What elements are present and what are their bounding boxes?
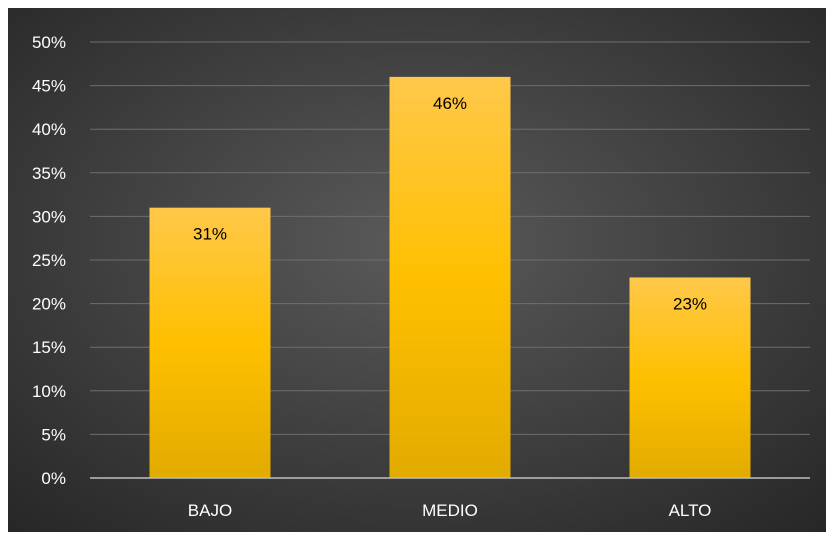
- bar-medio: [389, 76, 511, 478]
- x-tick-label: ALTO: [669, 501, 712, 520]
- y-tick-label: 35%: [32, 164, 66, 183]
- y-tick-label: 25%: [32, 251, 66, 270]
- y-tick-label: 10%: [32, 382, 66, 401]
- data-label: 23%: [673, 294, 707, 313]
- y-tick-label: 0%: [41, 469, 66, 488]
- x-tick-label: BAJO: [188, 501, 232, 520]
- y-tick-label: 40%: [32, 120, 66, 139]
- bar-bajo: [149, 207, 271, 478]
- bars: [149, 76, 751, 478]
- data-label: 46%: [433, 94, 467, 113]
- y-tick-label: 30%: [32, 207, 66, 226]
- y-tick-label: 20%: [32, 295, 66, 314]
- data-labels: 31% 46% 23%: [193, 94, 707, 314]
- data-label: 31%: [193, 225, 227, 244]
- y-axis-tick-labels: 0% 5% 10% 15% 20% 25% 30% 35% 40% 45% 50%: [32, 33, 66, 488]
- bar-chart: 0% 5% 10% 15% 20% 25% 30% 35% 40% 45% 50% 31% 46% 23…: [8, 8, 826, 532]
- y-tick-label: 5%: [41, 425, 66, 444]
- y-tick-label: 50%: [32, 33, 66, 52]
- y-tick-label: 15%: [32, 338, 66, 357]
- y-tick-label: 45%: [32, 77, 66, 96]
- x-axis-tick-labels: BAJO MEDIO ALTO: [188, 501, 712, 520]
- x-tick-label: MEDIO: [422, 501, 478, 520]
- bar-alto: [629, 277, 751, 478]
- chart-container: 0% 5% 10% 15% 20% 25% 30% 35% 40% 45% 50% 31% 46% 23…: [8, 8, 826, 532]
